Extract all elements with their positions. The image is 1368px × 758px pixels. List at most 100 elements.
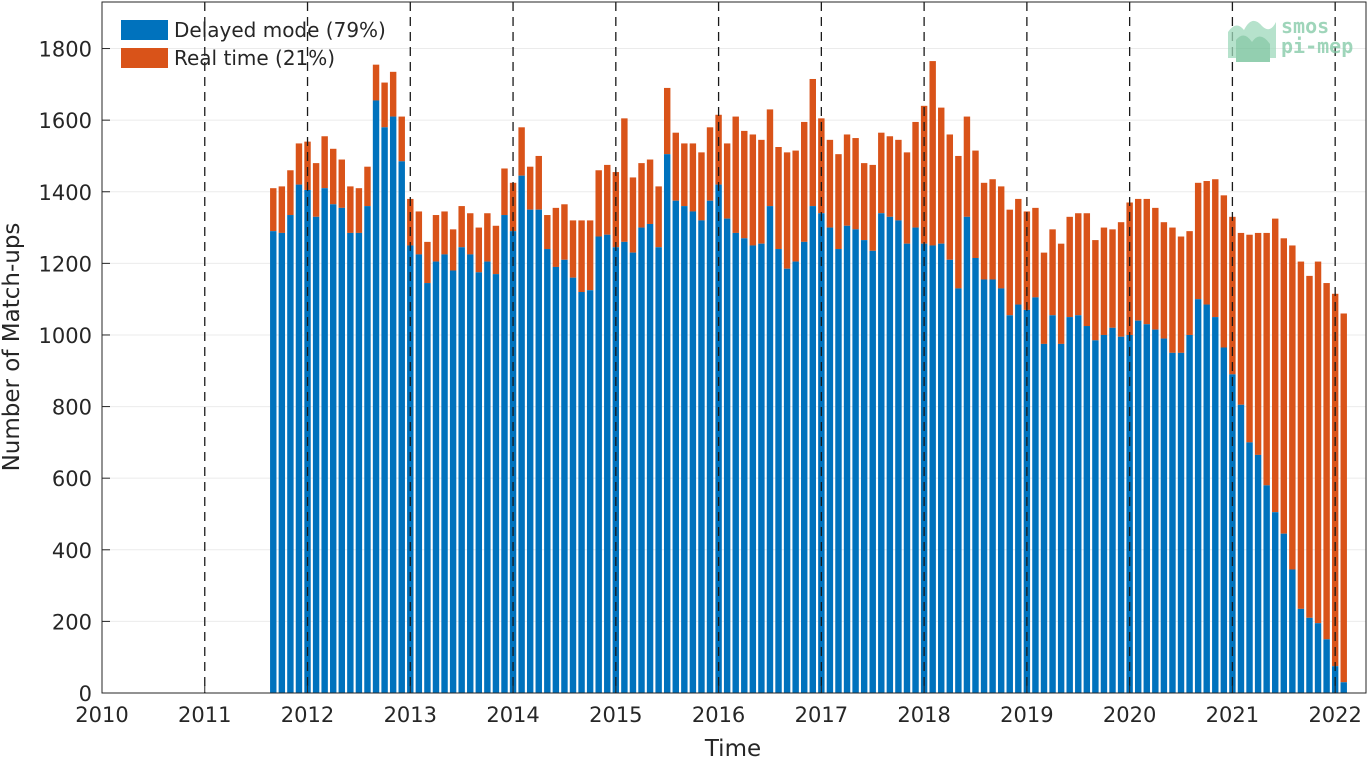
bar-delayed xyxy=(1083,326,1091,693)
bar-delayed xyxy=(681,206,688,693)
bar-delayed xyxy=(663,154,671,693)
bar-realtime xyxy=(1297,261,1305,609)
bar-delayed xyxy=(492,274,500,693)
bar-realtime xyxy=(638,163,645,228)
bar-realtime xyxy=(1331,293,1339,667)
bar-realtime xyxy=(449,229,457,271)
bar-realtime xyxy=(1066,216,1073,318)
bar-realtime xyxy=(698,152,705,221)
bar-realtime xyxy=(1152,207,1159,330)
bar-realtime xyxy=(441,211,448,255)
bar-realtime xyxy=(681,143,688,207)
bar-delayed xyxy=(1272,512,1279,693)
bar-delayed xyxy=(270,231,277,693)
bar-realtime xyxy=(1100,227,1108,335)
bar-realtime xyxy=(818,118,825,214)
x-tick-label: 2016 xyxy=(692,703,745,727)
bar-delayed xyxy=(1143,324,1150,693)
bar-delayed xyxy=(1254,454,1262,693)
y-tick-label: 400 xyxy=(52,539,92,563)
bar-delayed xyxy=(1340,682,1347,693)
bar-delayed xyxy=(638,227,645,693)
bar-realtime xyxy=(432,215,440,262)
bar-realtime xyxy=(792,150,799,262)
bar-realtime xyxy=(1254,232,1262,455)
bar-realtime xyxy=(424,241,431,284)
y-axis-label: Number of Match-ups xyxy=(0,223,25,472)
y-tick-label: 1200 xyxy=(39,252,92,276)
bar-realtime xyxy=(1092,240,1099,341)
bar-delayed xyxy=(997,288,1005,693)
bar-realtime xyxy=(903,152,911,244)
bar-realtime xyxy=(278,186,286,233)
bar-realtime xyxy=(706,127,714,201)
bar-realtime xyxy=(304,141,311,190)
bar-realtime xyxy=(1049,229,1056,316)
axes-box xyxy=(101,1,1367,694)
bar-delayed xyxy=(835,249,842,694)
bar-delayed xyxy=(509,231,517,693)
bar-delayed xyxy=(878,213,885,694)
bar-realtime xyxy=(407,198,414,246)
bar-realtime xyxy=(347,186,354,233)
bar-realtime xyxy=(1126,202,1133,335)
bar-delayed xyxy=(1314,623,1322,693)
bar-delayed xyxy=(1297,608,1305,693)
bar-realtime xyxy=(758,139,765,244)
x-tick-label: 2014 xyxy=(486,703,539,727)
y-tick-label: 0 xyxy=(79,682,92,706)
bar-realtime xyxy=(1212,179,1219,318)
bar-delayed xyxy=(980,279,988,693)
x-tick-label: 2010 xyxy=(75,703,128,727)
bar-delayed xyxy=(1246,442,1253,693)
bar-realtime xyxy=(1177,236,1185,353)
bar-delayed xyxy=(1289,569,1296,693)
bar-delayed xyxy=(1057,343,1065,693)
x-tick-label: 2020 xyxy=(1103,703,1156,727)
bar-realtime xyxy=(1220,195,1228,348)
bar-realtime xyxy=(330,148,337,205)
bar-delayed xyxy=(1075,315,1082,693)
bar-delayed xyxy=(424,283,431,693)
bar-delayed xyxy=(903,243,911,694)
bar-realtime xyxy=(775,147,782,250)
bar-realtime xyxy=(1263,232,1270,486)
bar-realtime xyxy=(1006,209,1013,316)
bar-delayed xyxy=(860,240,868,693)
bar-realtime xyxy=(372,64,380,101)
bar-delayed xyxy=(1100,334,1108,693)
bar-delayed xyxy=(689,211,697,693)
bar-delayed xyxy=(895,220,902,693)
bar-realtime xyxy=(381,82,388,128)
bar-delayed xyxy=(698,220,705,693)
bar-delayed xyxy=(372,100,380,693)
bar-delayed xyxy=(1109,327,1116,693)
bar-delayed xyxy=(569,277,577,693)
x-tick-label: 2021 xyxy=(1206,703,1259,727)
bar-realtime xyxy=(1246,234,1253,443)
bar-realtime xyxy=(826,139,834,228)
wave-logo-icon-front xyxy=(1236,35,1270,62)
bar-realtime xyxy=(723,143,731,219)
bar-realtime xyxy=(1203,181,1210,305)
bar-delayed xyxy=(869,250,876,693)
y-axis-ticks: 0 200 400 600 800 1000 1200 1400 1600 1800 xyxy=(39,38,110,706)
bar-realtime xyxy=(1306,275,1313,618)
bar-delayed xyxy=(1212,317,1219,693)
bar-realtime xyxy=(1340,313,1347,683)
bar-delayed xyxy=(578,292,585,693)
bar-delayed xyxy=(595,236,602,693)
watermark-line1: smos xyxy=(1281,14,1329,38)
bar-realtime xyxy=(886,136,894,217)
bar-realtime xyxy=(663,87,671,155)
bar-delayed xyxy=(809,206,816,693)
bar-realtime xyxy=(467,213,474,255)
y-tick-label: 600 xyxy=(52,467,92,491)
bar-realtime xyxy=(569,220,577,278)
bar-realtime xyxy=(852,138,859,230)
bar-realtime xyxy=(655,186,662,248)
bar-realtime xyxy=(912,121,919,228)
bar-realtime xyxy=(809,78,816,207)
bar-realtime xyxy=(484,213,491,262)
bar-realtime xyxy=(895,139,902,221)
